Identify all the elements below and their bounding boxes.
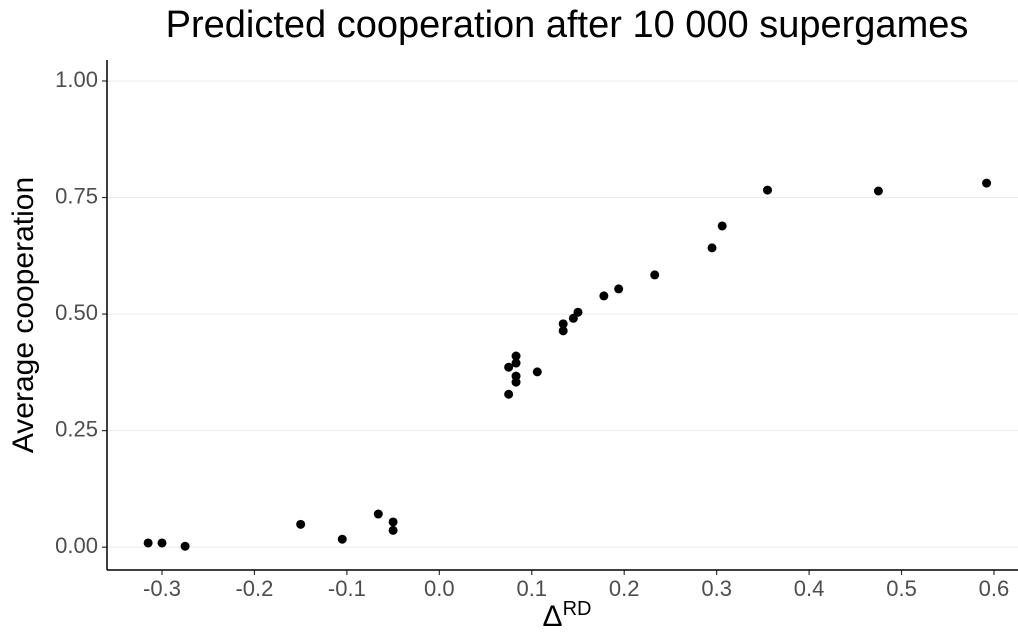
x-tick-label: 0.5 [886, 576, 917, 601]
point [650, 270, 660, 280]
x-tick-label: 0.1 [516, 576, 547, 601]
x-tick-label: 0.2 [609, 576, 640, 601]
point [558, 319, 568, 329]
point [573, 307, 583, 317]
point [511, 351, 521, 361]
x-tick-label: 0.6 [979, 576, 1010, 601]
x-axis-label: ΔRD [543, 598, 592, 632]
point [143, 538, 153, 548]
x-tick-label: 0.0 [424, 576, 455, 601]
point [707, 243, 717, 253]
point [762, 185, 772, 195]
y-tick-label: 0.00 [55, 533, 98, 558]
point [373, 509, 383, 519]
y-tick-label: 0.25 [55, 416, 98, 441]
point [532, 367, 542, 377]
y-tick-label: 0.75 [55, 183, 98, 208]
point [388, 517, 398, 527]
y-axis-label: Average cooperation [7, 177, 40, 453]
x-tick-label: -0.2 [235, 576, 273, 601]
point [558, 326, 568, 336]
chart-title: Predicted cooperation after 10 000 super… [166, 4, 969, 46]
point [504, 389, 514, 399]
point [504, 362, 514, 372]
y-tick-label: 0.50 [55, 300, 98, 325]
point [873, 186, 883, 196]
x-label-base: Δ [543, 600, 563, 632]
x-tick-label: 0.4 [794, 576, 825, 601]
point [511, 358, 521, 368]
point [511, 377, 521, 387]
point [157, 538, 167, 548]
x-tick-label: -0.3 [143, 576, 181, 601]
x-tick-label: -0.1 [328, 576, 366, 601]
point [982, 178, 992, 188]
point [180, 541, 190, 551]
x-label-superscript: RD [563, 598, 592, 620]
point [296, 519, 306, 529]
point [388, 525, 398, 535]
y-tick-label: 1.00 [55, 67, 98, 92]
x-tick-label: 0.3 [701, 576, 732, 601]
point [614, 284, 624, 294]
point [599, 291, 609, 301]
point [717, 221, 727, 231]
point [337, 534, 347, 544]
